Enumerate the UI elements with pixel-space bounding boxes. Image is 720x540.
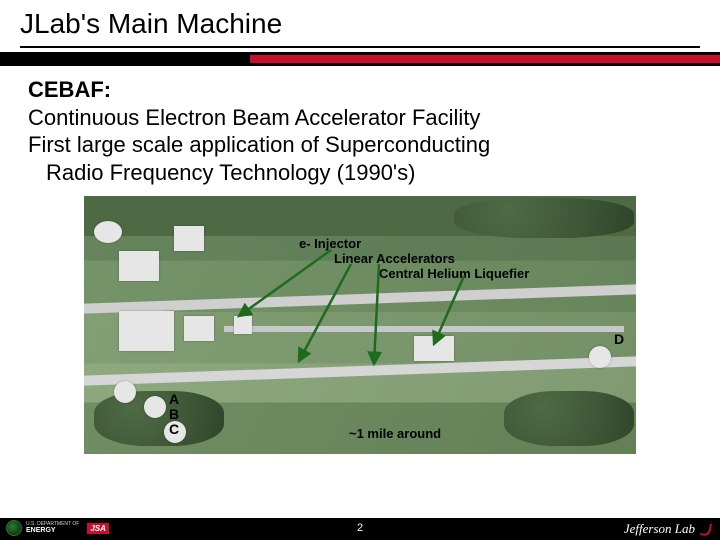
jlab-text: Jefferson Lab [624,521,695,537]
body-line-3: Radio Frequency Technology (1990's) [28,159,692,187]
title-area: JLab's Main Machine [0,0,720,44]
hall-d: D [614,331,624,347]
jlab-swoosh-icon [698,522,712,536]
jsa-logo: JSA [87,523,109,534]
hall-c: C [169,421,179,437]
footer-bar: U.S. DEPARTMENT OF ENERGY JSA 2 Jefferso… [0,518,720,540]
accent-bar [0,52,720,66]
doe-text: U.S. DEPARTMENT OF ENERGY [26,522,79,535]
annot-linac: Linear Accelerators [334,251,455,266]
hall-a: A [169,391,179,407]
footer-right: Jefferson Lab [624,521,712,537]
aerial-photo: e- Injector Linear Accelerators Central … [84,196,636,454]
hall-b: B [169,406,179,422]
cebaf-label: CEBAF: [28,77,111,102]
title-underline [20,46,700,48]
body-text: CEBAF: Continuous Electron Beam Accelera… [0,66,720,192]
doe-line1: U.S. DEPARTMENT OF [26,522,79,527]
annot-helium: Central Helium Liquefier [379,266,529,281]
accent-stripe [250,55,720,63]
scale-label: ~1 mile around [349,426,441,441]
body-line-2: First large scale application of Superco… [28,131,692,159]
page-number: 2 [357,522,363,534]
jsa-text: JSA [87,523,109,534]
annot-injector: e- Injector [299,236,361,251]
footer-left: U.S. DEPARTMENT OF ENERGY JSA [6,520,109,536]
doe-seal-icon [6,520,22,536]
body-line-1: Continuous Electron Beam Accelerator Fac… [28,104,692,132]
doe-line2: ENERGY [26,527,79,534]
page-title: JLab's Main Machine [20,8,700,40]
